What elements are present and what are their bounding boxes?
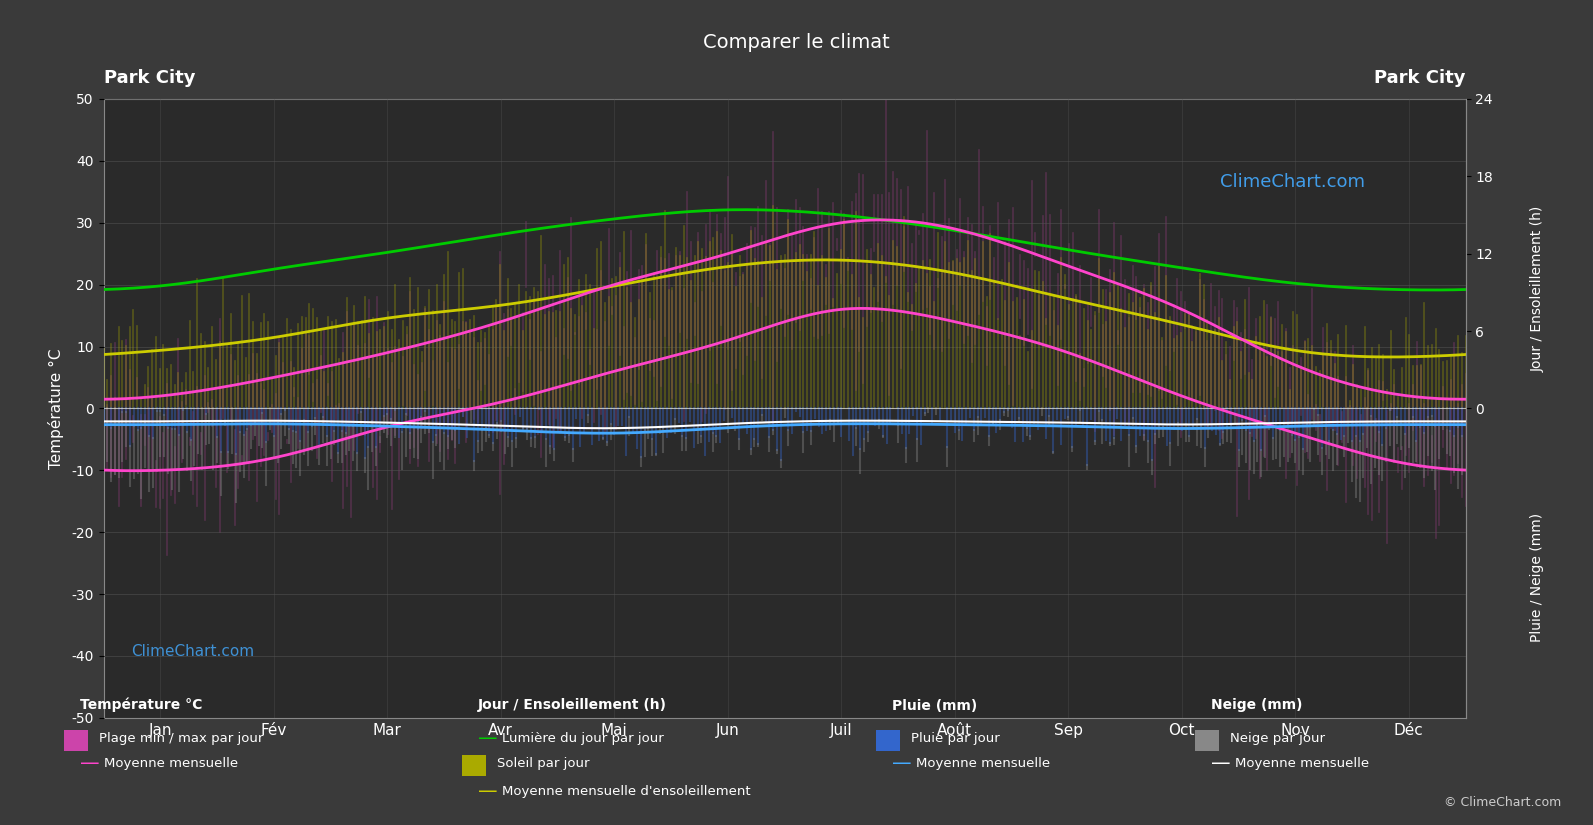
Text: Moyenne mensuelle: Moyenne mensuelle [104,757,237,770]
Text: Température °C: Température °C [80,698,202,713]
Text: Pluie par jour: Pluie par jour [911,732,1000,745]
Text: Park City: Park City [1375,68,1466,87]
Text: Pluie (mm): Pluie (mm) [892,699,978,713]
Text: Neige par jour: Neige par jour [1230,732,1325,745]
Text: —: — [892,753,911,773]
Text: Moyenne mensuelle d'ensoleillement: Moyenne mensuelle d'ensoleillement [502,785,750,799]
Text: Jour / Ensoleillement (h): Jour / Ensoleillement (h) [478,699,667,713]
Text: Plage min / max par jour: Plage min / max par jour [99,732,263,745]
Text: Jour / Ensoleillement (h): Jour / Ensoleillement (h) [1531,205,1544,372]
Text: —: — [80,753,99,773]
Text: —: — [478,728,497,748]
Text: Park City: Park City [104,68,194,87]
Text: —: — [1211,753,1230,773]
Text: ClimeChart.com: ClimeChart.com [131,644,253,658]
Text: Moyenne mensuelle: Moyenne mensuelle [1235,757,1368,770]
Text: Moyenne mensuelle: Moyenne mensuelle [916,757,1050,770]
Text: © ClimeChart.com: © ClimeChart.com [1443,795,1561,808]
Text: Comparer le climat: Comparer le climat [703,33,890,52]
Y-axis label: Température °C: Température °C [48,348,64,469]
Text: Soleil par jour: Soleil par jour [497,757,589,770]
Text: ClimeChart.com: ClimeChart.com [1220,173,1365,191]
Text: Lumière du jour par jour: Lumière du jour par jour [502,732,664,745]
Text: Pluie / Neige (mm): Pluie / Neige (mm) [1531,513,1544,642]
Text: —: — [478,782,497,802]
Text: Neige (mm): Neige (mm) [1211,699,1301,713]
